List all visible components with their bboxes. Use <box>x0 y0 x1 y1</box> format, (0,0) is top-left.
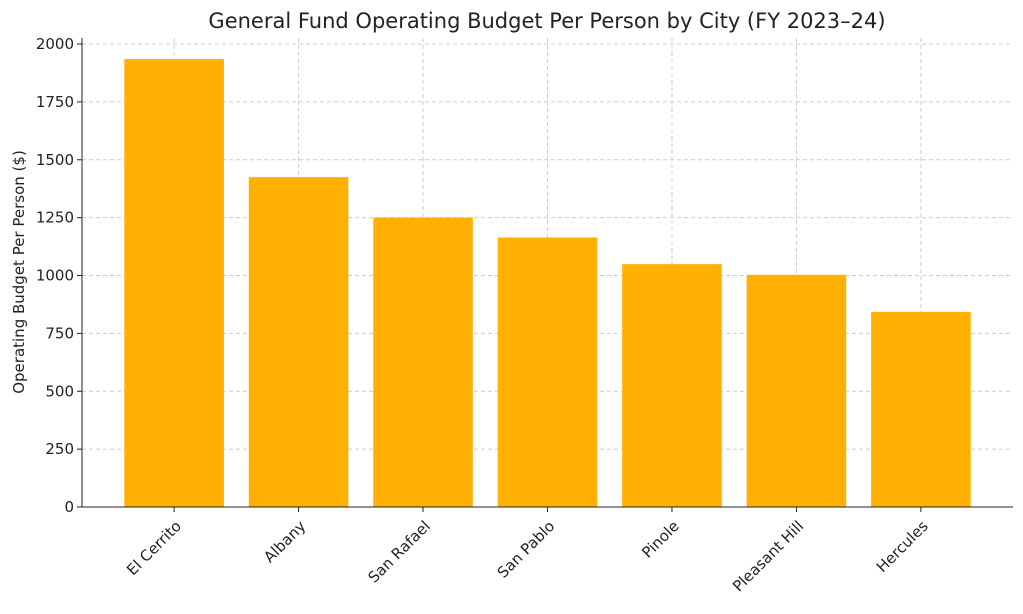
y-tick-label: 750 <box>45 324 74 342</box>
x-tick-label: Pinole <box>638 517 683 562</box>
bar-san-pablo <box>497 237 598 507</box>
x-tick-label: Albany <box>260 517 309 566</box>
x-tick-label: San Rafael <box>364 517 433 586</box>
chart-title: General Fund Operating Budget Per Person… <box>208 9 885 33</box>
y-tick-label: 500 <box>45 382 74 400</box>
y-tick-label: 0 <box>64 498 74 516</box>
x-tick-label: Hercules <box>873 517 932 576</box>
y-tick-label: 250 <box>45 440 74 458</box>
x-tick-label: Pleasant Hill <box>729 517 807 595</box>
y-tick-label: 1000 <box>36 267 74 285</box>
bar-pleasant-hill <box>746 274 847 507</box>
y-axis-label: Operating Budget Per Person ($) <box>10 150 28 394</box>
bar-el-cerrito <box>124 59 224 508</box>
bar-hercules <box>871 311 971 507</box>
y-tick-label: 2000 <box>36 35 74 53</box>
bar-san-rafael <box>373 217 473 507</box>
y-tick-label: 1250 <box>36 209 74 227</box>
y-tick-label: 1500 <box>36 151 74 169</box>
bar-albany <box>248 177 349 508</box>
x-tick-label: San Pablo <box>494 517 559 582</box>
bar-pinole <box>622 264 722 507</box>
x-tick-label: El Cerrito <box>123 517 185 579</box>
y-tick-label: 1750 <box>36 93 74 111</box>
